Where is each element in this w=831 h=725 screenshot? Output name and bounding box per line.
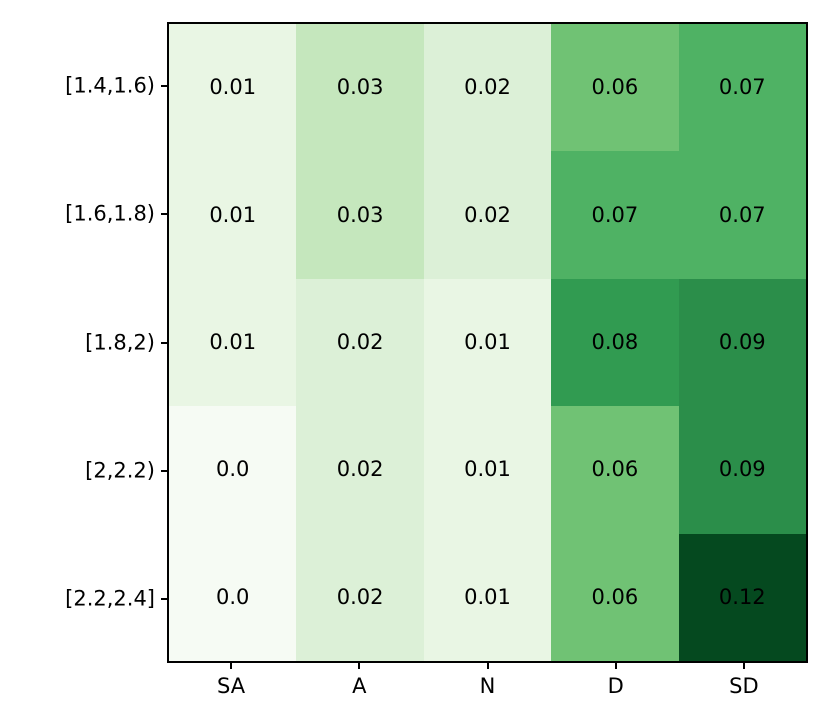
heatmap-cell: 0.03 (296, 151, 424, 279)
heatmap-cell: 0.01 (169, 278, 297, 407)
y-tick-label: [2,2.2) (85, 458, 155, 483)
heatmap-cell: 0.06 (551, 24, 679, 152)
heatmap-cell: 0.01 (423, 533, 552, 661)
x-tick-mark (486, 663, 489, 669)
heatmap-cell: 0.07 (678, 24, 806, 152)
heatmap-cell: 0.02 (296, 278, 424, 407)
heatmap-cell: 0.03 (296, 24, 424, 152)
y-tick-label: [1.4,1.6) (65, 73, 155, 98)
heatmap-cell: 0.01 (423, 278, 552, 407)
x-tick-label: A (352, 674, 367, 698)
heatmap-cell: 0.07 (551, 151, 679, 279)
y-tick-label: [1.6,1.8) (65, 201, 155, 226)
heatmap-cell: 0.06 (551, 533, 679, 661)
y-tick-mark (161, 85, 167, 88)
y-tick-label: [1.8,2) (85, 330, 155, 355)
x-tick-label: SD (729, 674, 759, 698)
y-tick-mark (161, 213, 167, 216)
heatmap-cell: 0.02 (296, 406, 424, 534)
heatmap-cell: 0.01 (169, 24, 297, 152)
heatmap-cell: 0.02 (296, 533, 424, 661)
heatmap-plot-area: 0.01 0.03 0.02 0.06 0.07 0.01 0.03 0.02 0.07 0.07… (167, 22, 808, 663)
heatmap-cell: 0.09 (678, 406, 806, 534)
heatmap-cell: 0.02 (423, 151, 552, 279)
y-tick-mark (161, 469, 167, 472)
heatmap-cell: 0.07 (678, 151, 806, 279)
x-tick-mark (614, 663, 617, 669)
heatmap-cell: 0.12 (678, 533, 806, 661)
heatmap-cell: 0.0 (169, 533, 297, 661)
x-tick-mark (742, 663, 745, 669)
x-tick-label: SA (217, 674, 246, 698)
y-tick-mark (161, 597, 167, 600)
x-tick-mark (358, 663, 361, 669)
heatmap-cell: 0.01 (169, 151, 297, 279)
heatmap-cell: 0.02 (423, 24, 552, 152)
heatmap-cell: 0.06 (551, 406, 679, 534)
x-tick-label: D (607, 674, 624, 698)
heatmap-cell: 0.01 (423, 406, 552, 534)
x-tick-label: N (479, 674, 496, 698)
heatmap-cell: 0.08 (551, 278, 679, 407)
heatmap-cell: 0.09 (678, 278, 806, 407)
y-tick-mark (161, 341, 167, 344)
heatmap-cell: 0.0 (169, 406, 297, 534)
x-tick-mark (230, 663, 233, 669)
y-tick-label: [2.2,2.4] (65, 586, 155, 611)
